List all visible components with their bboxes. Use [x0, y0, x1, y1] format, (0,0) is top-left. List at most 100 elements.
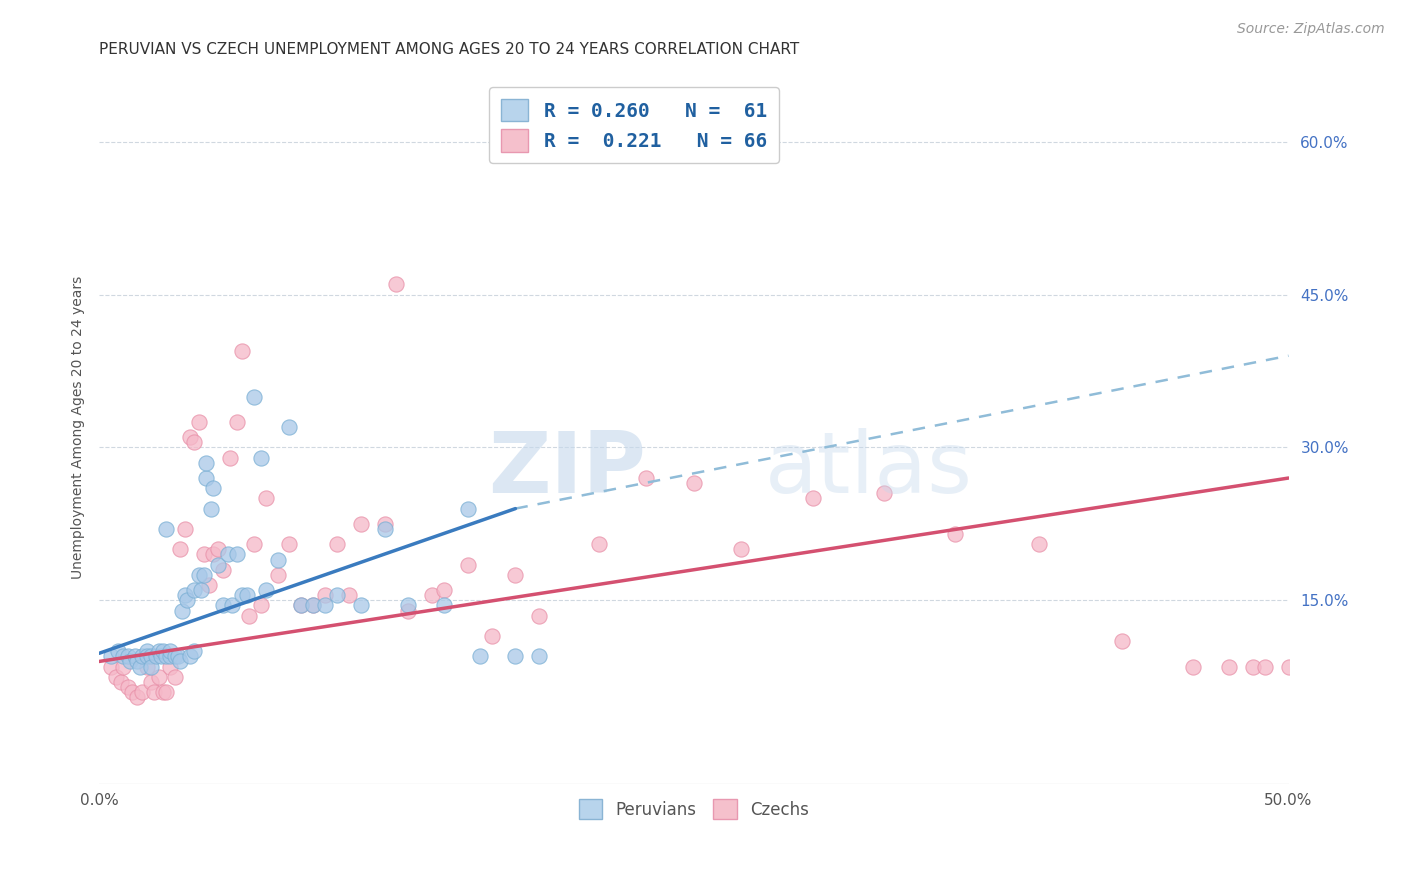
Point — [148, 670, 170, 684]
Point — [326, 537, 349, 551]
Point — [374, 522, 396, 536]
Point — [118, 655, 141, 669]
Point — [433, 583, 456, 598]
Point — [730, 542, 752, 557]
Point — [290, 599, 312, 613]
Point — [165, 670, 187, 684]
Point — [1182, 659, 1205, 673]
Point — [183, 644, 205, 658]
Point — [350, 516, 373, 531]
Point — [141, 674, 163, 689]
Point — [127, 690, 149, 705]
Point — [945, 527, 967, 541]
Point — [238, 608, 260, 623]
Point — [250, 599, 273, 613]
Point — [682, 476, 704, 491]
Point — [135, 659, 157, 673]
Point — [636, 471, 658, 485]
Point — [278, 537, 301, 551]
Point — [219, 450, 242, 465]
Point — [141, 649, 163, 664]
Point — [529, 649, 551, 664]
Point — [231, 588, 253, 602]
Point — [226, 548, 249, 562]
Point — [420, 588, 443, 602]
Y-axis label: Unemployment Among Ages 20 to 24 years: Unemployment Among Ages 20 to 24 years — [72, 276, 86, 579]
Point — [801, 491, 824, 506]
Point — [457, 558, 479, 572]
Point — [202, 548, 225, 562]
Point — [396, 603, 419, 617]
Point — [302, 599, 325, 613]
Point — [155, 522, 177, 536]
Point — [374, 516, 396, 531]
Point — [529, 608, 551, 623]
Point — [111, 659, 134, 673]
Point — [148, 644, 170, 658]
Point — [278, 420, 301, 434]
Point — [242, 537, 264, 551]
Point — [314, 588, 336, 602]
Point — [152, 644, 174, 658]
Point — [159, 659, 181, 673]
Point — [326, 588, 349, 602]
Point — [385, 277, 408, 292]
Point — [302, 599, 325, 613]
Point — [169, 542, 191, 557]
Point — [551, 109, 574, 123]
Text: PERUVIAN VS CZECH UNEMPLOYMENT AMONG AGES 20 TO 24 YEARS CORRELATION CHART: PERUVIAN VS CZECH UNEMPLOYMENT AMONG AGE… — [100, 42, 800, 57]
Point — [100, 659, 122, 673]
Point — [433, 599, 456, 613]
Point — [127, 655, 149, 669]
Point — [165, 649, 187, 664]
Point — [176, 593, 198, 607]
Point — [179, 430, 201, 444]
Point — [173, 522, 195, 536]
Point — [141, 659, 163, 673]
Point — [117, 649, 139, 664]
Point — [190, 583, 212, 598]
Point — [1111, 634, 1133, 648]
Point — [197, 578, 219, 592]
Text: Source: ZipAtlas.com: Source: ZipAtlas.com — [1237, 22, 1385, 37]
Point — [873, 486, 896, 500]
Point — [1028, 537, 1050, 551]
Point — [142, 685, 165, 699]
Point — [104, 670, 127, 684]
Point — [337, 588, 360, 602]
Point — [173, 588, 195, 602]
Point — [266, 552, 288, 566]
Point — [107, 644, 129, 658]
Point — [1254, 659, 1277, 673]
Point — [457, 501, 479, 516]
Point — [221, 599, 243, 613]
Point — [505, 567, 527, 582]
Point — [588, 537, 610, 551]
Point — [188, 567, 211, 582]
Point — [159, 649, 181, 664]
Point — [254, 583, 277, 598]
Point — [195, 456, 218, 470]
Point — [200, 501, 222, 516]
Point — [193, 548, 215, 562]
Point — [183, 583, 205, 598]
Point — [166, 649, 188, 664]
Point — [183, 435, 205, 450]
Point — [117, 680, 139, 694]
Point — [110, 674, 132, 689]
Point — [155, 649, 177, 664]
Point — [396, 599, 419, 613]
Point — [207, 558, 229, 572]
Point — [211, 563, 233, 577]
Point — [242, 390, 264, 404]
Point — [159, 644, 181, 658]
Point — [172, 603, 194, 617]
Point — [231, 343, 253, 358]
Point — [128, 659, 150, 673]
Point — [207, 542, 229, 557]
Point — [121, 685, 143, 699]
Point — [195, 471, 218, 485]
Point — [1289, 659, 1312, 673]
Point — [179, 649, 201, 664]
Point — [1218, 659, 1240, 673]
